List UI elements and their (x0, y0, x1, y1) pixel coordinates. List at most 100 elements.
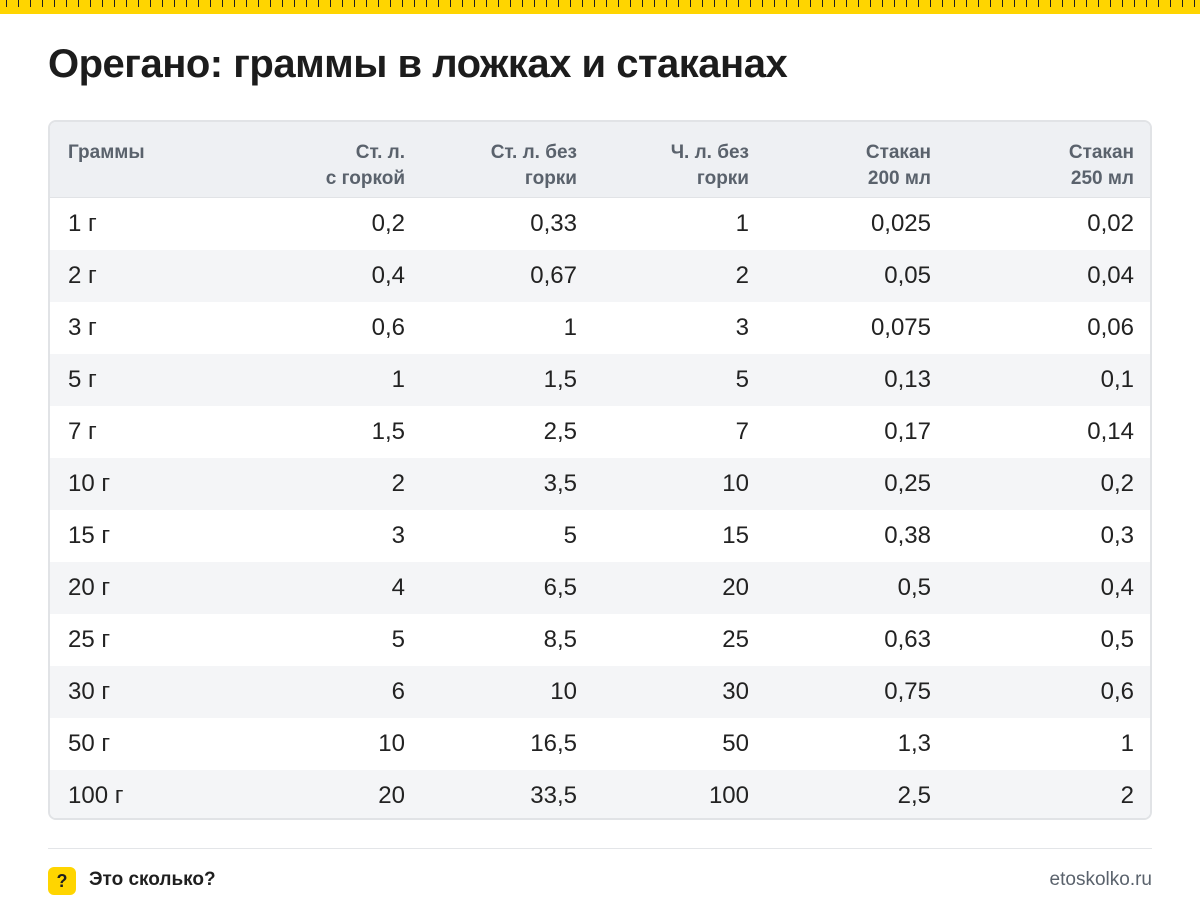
table-row: 100 г 20 33,5 100 2,5 2 (50, 770, 1150, 818)
cell-value: 1,5 (543, 366, 577, 393)
cell-value: 1,5 (371, 418, 405, 445)
cell-value: 0,06 (1087, 314, 1134, 341)
table-row: 1 г 0,2 0,33 1 0,025 0,02 (50, 198, 1150, 250)
cell-value: 30 (722, 678, 749, 705)
footer-divider (48, 848, 1152, 849)
cell-value: 2 (1120, 782, 1134, 809)
cell-value: 16,5 (530, 730, 577, 757)
cell-value: 2,5 (543, 418, 577, 445)
cell-value: 0,4 (1100, 574, 1134, 601)
header-tbsp-heaped: Ст. л. с горкой (240, 122, 415, 197)
cell-value: 0,02 (1087, 210, 1134, 237)
cell-grams: 10 г (68, 470, 111, 497)
header-line: Стакан (1068, 142, 1134, 163)
header-line: с горкой (325, 168, 405, 189)
header-line: Ч. л. без (670, 142, 749, 163)
header-line: Ст. л. (355, 142, 405, 163)
cell-value: 1 (391, 366, 405, 393)
cell-value: 0,075 (870, 314, 931, 341)
table-row: 20 г 4 6,5 20 0,5 0,4 (50, 562, 1150, 614)
cell-value: 50 (722, 730, 749, 757)
cell-value: 3 (735, 314, 749, 341)
cell-grams: 7 г (68, 418, 97, 445)
cell-value: 10 (722, 470, 749, 497)
cell-value: 5 (563, 522, 577, 549)
site-link[interactable]: etoskolko.ru (1049, 869, 1152, 890)
cell-grams: 100 г (68, 782, 124, 809)
ruler-strip (0, 0, 1200, 14)
header-tbsp-level: Ст. л. без горки (415, 122, 587, 197)
cell-value: 25 (722, 626, 749, 653)
cell-value: 6 (391, 678, 405, 705)
header-line: горки (696, 168, 749, 189)
cell-value: 0,6 (1100, 678, 1134, 705)
header-grams: Граммы (50, 122, 240, 197)
cell-value: 2 (391, 470, 405, 497)
table-row: 25 г 5 8,5 25 0,63 0,5 (50, 614, 1150, 666)
cell-value: 5 (391, 626, 405, 653)
cell-value: 1,3 (897, 730, 931, 757)
cell-value: 0,4 (371, 262, 405, 289)
cell-value: 2,5 (897, 782, 931, 809)
cell-value: 2 (735, 262, 749, 289)
cell-value: 0,5 (897, 574, 931, 601)
cell-grams: 3 г (68, 314, 97, 341)
cell-value: 0,5 (1100, 626, 1134, 653)
cell-value: 6,5 (543, 574, 577, 601)
cell-value: 0,05 (884, 262, 931, 289)
cell-value: 0,2 (371, 210, 405, 237)
cell-value: 0,14 (1087, 418, 1134, 445)
table-header: Граммы Ст. л. с горкой Ст. л. без горки … (50, 122, 1150, 198)
cell-value: 0,25 (884, 470, 931, 497)
table-row: 15 г 3 5 15 0,38 0,3 (50, 510, 1150, 562)
cell-grams: 50 г (68, 730, 111, 757)
table-body: 1 г 0,2 0,3 3 1 0,025 0,02 2 г 0,4 0,67 2 0,05 0,04 3… (50, 198, 1150, 818)
cell-grams: 2 г (68, 262, 97, 289)
cell-value: 1 (735, 210, 749, 237)
cell-value: 3,5 (543, 470, 577, 497)
page-title: Орегано: граммы в ложках и стаканах (48, 42, 788, 86)
header-tsp-level: Ч. л. без горки (587, 122, 759, 197)
cell-value: 0,75 (884, 678, 931, 705)
header-line: Стакан (865, 142, 931, 163)
brand-name: Это сколько? (89, 869, 216, 890)
cell-value: 100 (708, 782, 749, 809)
cell-grams: 30 г (68, 678, 111, 705)
cell-value: 4 (391, 574, 405, 601)
header-line: горки (524, 168, 577, 189)
cell-value: 33,5 (530, 782, 577, 809)
cell-grams: 25 г (68, 626, 111, 653)
conversion-table: Граммы Ст. л. с горкой Ст. л. без горки … (48, 120, 1152, 820)
question-icon: ? (48, 867, 76, 895)
cell-grams: 1 г (68, 210, 97, 237)
cell-value: 0,2 (1100, 470, 1134, 497)
cell-value: 0,04 (1087, 262, 1134, 289)
cell-value: 0,3 (1100, 522, 1134, 549)
cell-value: 0,6 (371, 314, 405, 341)
cell-value: 1 (563, 314, 577, 341)
cell-value: 20 (722, 574, 749, 601)
cell-value: 8,5 (543, 626, 577, 653)
cell-value: 0,13 (884, 366, 931, 393)
cell-grams: 20 г (68, 574, 111, 601)
cell-value: 0,025 (870, 210, 931, 237)
cell-value: 0,1 (1100, 366, 1134, 393)
cell-value: 5 (735, 366, 749, 393)
table-row: 2 г 0,4 0,67 2 0,05 0,04 (50, 250, 1150, 302)
cell-value: 20 (378, 782, 405, 809)
cell-value: 15 (722, 522, 749, 549)
cell-grams: 5 г (68, 366, 97, 393)
cell-value: 3 (391, 522, 405, 549)
table-row: 3 г 0,6 1 3 0,075 0,06 (50, 302, 1150, 354)
table-row: 5 г 1 1,5 5 0,13 0,1 (50, 354, 1150, 406)
cell-value: 1 (1120, 730, 1134, 757)
cell-value: 0,63 (884, 626, 931, 653)
header-glass-250: Стакан 250 мл (947, 122, 1150, 197)
table-row: 30 г 6 10 30 0,75 0,6 (50, 666, 1150, 718)
cell-value: 10 (378, 730, 405, 757)
header-line: Граммы (68, 142, 145, 163)
cell-value: 0,67 (530, 262, 577, 289)
cell-value: 0,17 (884, 418, 931, 445)
table-row: 10 г 2 3,5 10 0,25 0,2 (50, 458, 1150, 510)
cell-value: 10 (550, 678, 577, 705)
